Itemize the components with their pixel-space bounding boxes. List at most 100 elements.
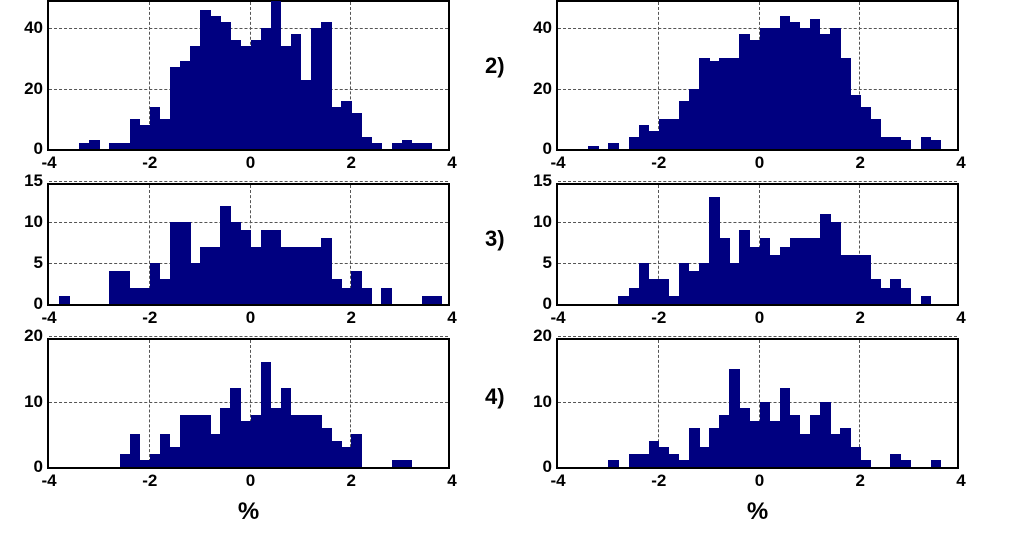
histogram-bar: [432, 296, 443, 304]
histogram-bar: [130, 434, 141, 467]
histogram-bar: [800, 28, 811, 149]
gridline-h: [558, 222, 957, 223]
x-tick-label: 0: [755, 467, 764, 491]
histogram-bar: [639, 454, 650, 467]
y-tick-label: 20: [533, 326, 558, 346]
histogram-bar: [629, 137, 640, 149]
histogram-bar: [860, 255, 871, 304]
histogram-bar: [120, 271, 131, 304]
y-tick-label: 20: [533, 79, 558, 99]
histogram-bar: [790, 22, 801, 149]
histogram-bar: [130, 119, 141, 149]
histogram-bar: [699, 58, 710, 149]
histogram-bar: [830, 434, 841, 467]
x-tick-label: 4: [447, 467, 456, 491]
histogram-bar: [240, 46, 251, 149]
histogram-bar: [629, 288, 640, 304]
histogram-bar: [210, 434, 221, 467]
y-tick-label: 15: [533, 171, 558, 191]
x-tick-label: 0: [755, 149, 764, 173]
histogram-bar: [850, 447, 861, 467]
gridline-v: [149, 340, 150, 467]
histogram-bar: [200, 10, 211, 149]
histogram-bar: [240, 421, 251, 467]
histogram-bar: [160, 279, 171, 304]
histogram-bar: [190, 415, 201, 467]
histogram-bar: [729, 263, 740, 304]
histogram-bar: [109, 143, 120, 149]
histogram-bar: [739, 230, 750, 304]
histogram-axes-r3-c1: 01020-4-2024: [47, 338, 450, 469]
histogram-bar: [699, 447, 710, 467]
histogram-bar: [220, 408, 231, 467]
y-tick-label: 20: [24, 326, 49, 346]
histogram-bar: [200, 247, 211, 304]
histogram-bar: [331, 279, 342, 304]
gridline-h: [49, 402, 448, 403]
x-tick-label: -2: [651, 304, 666, 328]
histogram-bar: [240, 230, 251, 304]
panel-label: 4): [485, 384, 505, 410]
histogram-bar: [392, 143, 403, 149]
histogram-bar: [190, 263, 201, 304]
histogram-bar: [790, 238, 801, 304]
histogram-bar: [311, 247, 322, 304]
histogram-bar: [251, 415, 262, 467]
x-tick-label: -4: [41, 304, 56, 328]
x-tick-label: -2: [651, 149, 666, 173]
histogram-bar: [190, 46, 201, 149]
histogram-bar: [669, 296, 680, 304]
x-tick-label: 0: [246, 467, 255, 491]
histogram-bar: [351, 113, 362, 149]
histogram-bar: [770, 255, 781, 304]
histogram-bar: [120, 143, 131, 149]
histogram-bar: [870, 279, 881, 304]
x-axis-label: %: [747, 498, 768, 526]
histogram-bar: [649, 279, 660, 304]
histogram-bar: [321, 22, 332, 149]
x-tick-label: -4: [41, 467, 56, 491]
histogram-bar: [880, 137, 891, 149]
histogram-bar: [371, 143, 382, 149]
histogram-bar: [351, 271, 362, 304]
histogram-bar: [301, 247, 312, 304]
gridline-h: [558, 402, 957, 403]
gridline-h: [49, 336, 448, 337]
x-tick-label: 2: [856, 467, 865, 491]
histogram-bar: [760, 28, 771, 149]
histogram-bar: [639, 263, 650, 304]
histogram-bar: [341, 288, 352, 304]
histogram-axes-r3-c2: 01020-4-2024: [556, 338, 959, 469]
y-tick-label: 10: [24, 392, 49, 412]
x-tick-label: -4: [550, 304, 565, 328]
x-tick-label: 2: [347, 149, 356, 173]
histogram-axes-r1-c2: 02040-4-2024: [556, 0, 959, 151]
histogram-bar: [291, 415, 302, 467]
y-tick-label: 5: [34, 253, 49, 273]
gridline-h: [49, 222, 448, 223]
histogram-bar: [210, 247, 221, 304]
histogram-bar: [719, 238, 730, 304]
x-tick-label: 4: [956, 304, 965, 328]
histogram-bar: [180, 415, 191, 467]
y-tick-label: 10: [533, 212, 558, 232]
gridline-h: [558, 181, 957, 182]
x-tick-label: 2: [856, 304, 865, 328]
histogram-bar: [220, 22, 231, 149]
histogram-bar: [921, 296, 932, 304]
histogram-bar: [381, 288, 392, 304]
histogram-bar: [271, 230, 282, 304]
histogram-bar: [281, 388, 292, 467]
x-tick-label: 2: [856, 149, 865, 173]
histogram-bar: [790, 415, 801, 467]
x-tick-label: -2: [651, 467, 666, 491]
histogram-bar: [402, 140, 413, 149]
histogram-bar: [669, 119, 680, 149]
histogram-bar: [230, 388, 241, 467]
histogram-bar: [880, 288, 891, 304]
histogram-bar: [709, 61, 720, 149]
histogram-bar: [281, 46, 292, 149]
histogram-bar: [901, 288, 912, 304]
histogram-bar: [780, 388, 791, 467]
histogram-bar: [760, 402, 771, 468]
